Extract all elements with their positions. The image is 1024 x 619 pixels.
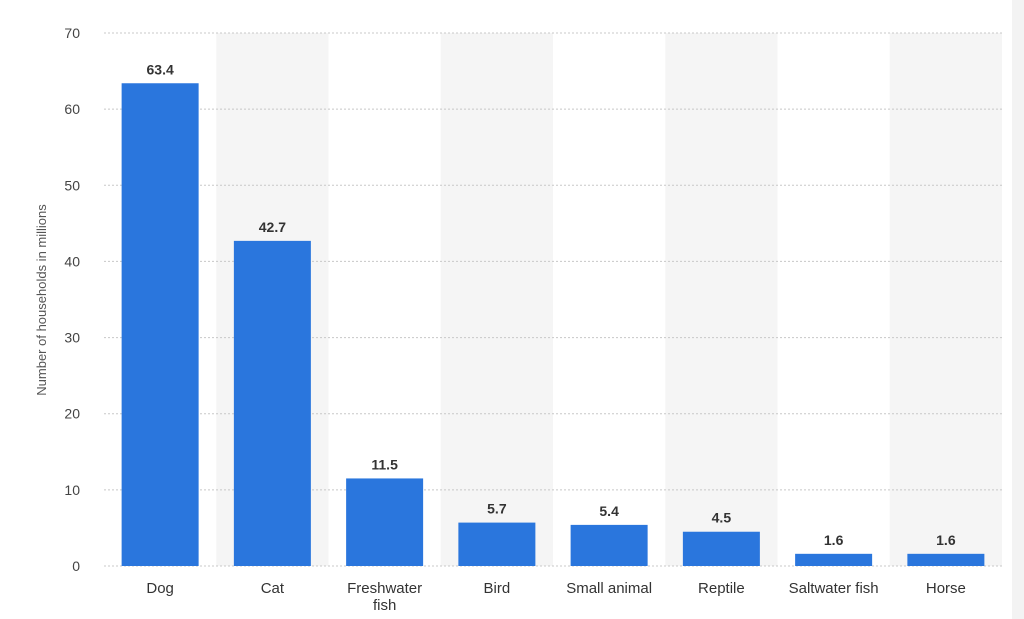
x-category-label: Horse [926,580,966,597]
x-category-label: Reptile [698,580,745,597]
value-labels: 63.4 42.7 11.5 5.7 5.4 4.5 1.6 1.6 [147,61,956,548]
y-tick-label: 30 [64,330,80,346]
bar [682,531,760,566]
x-category-label: Freshwater fish [347,580,422,614]
category-bands [216,33,1002,566]
category-band [665,33,778,566]
bar-value-label: 11.5 [371,456,398,472]
x-category-label: Dog [146,580,174,597]
bar [907,553,985,566]
bar [458,522,536,566]
bar [121,83,199,567]
x-category-label: Bird [484,580,511,597]
bar-value-label: 63.4 [147,61,174,77]
x-axis-categories: Dog Cat Freshwater fish Bird Small animal Rept… [146,580,966,614]
bar [570,524,648,566]
y-tick-label: 70 [64,25,80,41]
right-edge-panel [1012,0,1024,619]
y-tick-label: 0 [72,558,80,574]
bar [233,240,311,566]
bar-value-label: 5.4 [599,503,619,519]
y-tick-label: 20 [64,406,80,422]
bar [795,553,873,566]
y-tick-label: 60 [64,101,80,117]
y-tick-label: 50 [64,177,80,193]
x-category-label: Cat [261,580,285,597]
y-axis-ticks: 0 10 20 30 40 50 60 70 [64,25,80,574]
bar-value-label: 42.7 [259,219,286,235]
x-category-label: Saltwater fish [789,580,879,597]
bar-value-label: 4.5 [712,510,732,526]
category-band [440,33,553,566]
category-band [889,33,1002,566]
y-axis-title: Number of households in millions [34,204,49,396]
y-tick-label: 10 [64,482,80,498]
bars [121,83,985,567]
bar-value-label: 1.6 [824,532,844,548]
bar-value-label: 5.7 [487,501,507,517]
bar-value-label: 1.6 [936,532,956,548]
y-tick-label: 40 [64,253,80,269]
x-category-label: Small animal [566,580,652,597]
bar [346,478,424,566]
